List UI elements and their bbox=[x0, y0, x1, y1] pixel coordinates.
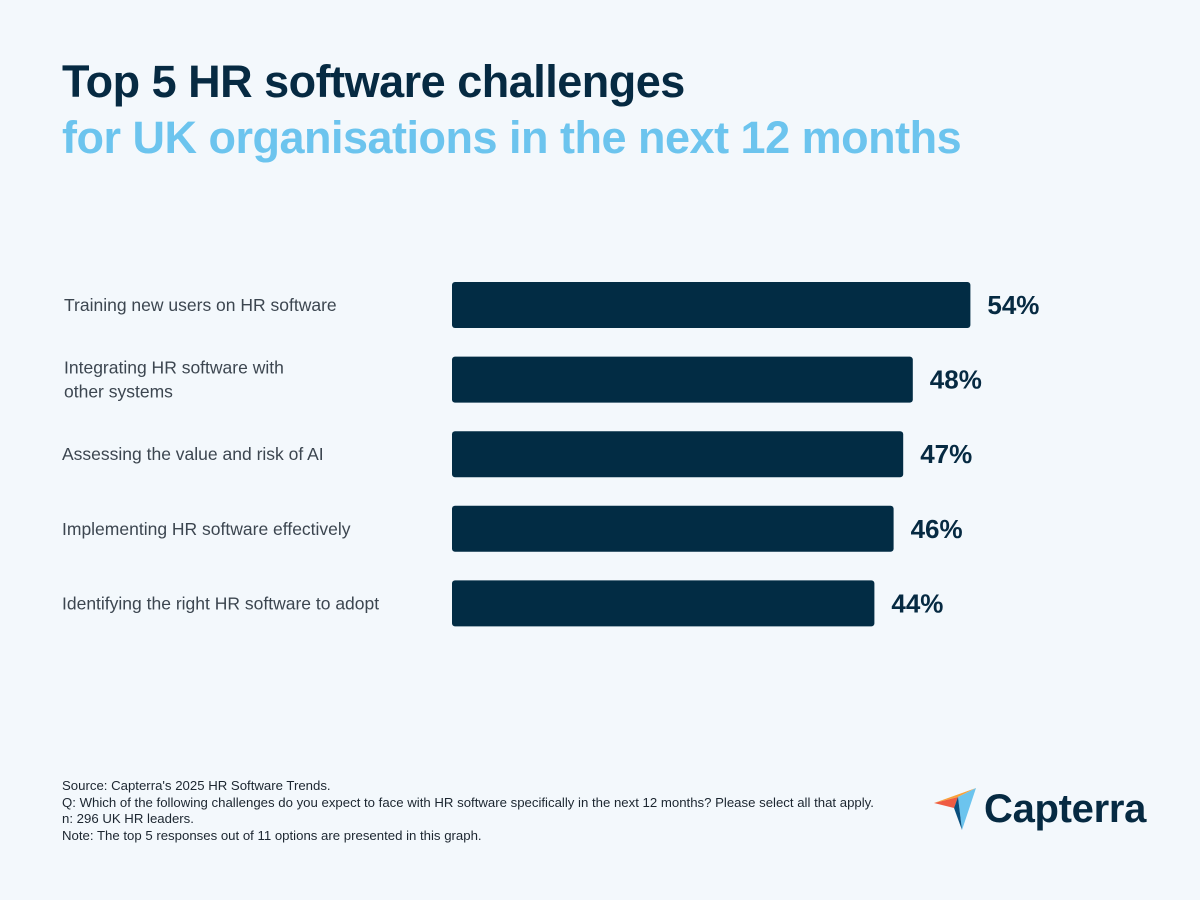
question-note: Q: Which of the following challenges do … bbox=[62, 794, 874, 810]
capterra-logo-text: Capterra bbox=[984, 786, 1147, 831]
category-label-3: Assessing the value and risk of AI bbox=[62, 444, 324, 464]
category-label-1: Training new users on HR software bbox=[64, 295, 337, 315]
value-label-4: 46% bbox=[911, 514, 963, 544]
value-label-5: 44% bbox=[891, 588, 943, 618]
capterra-logo: Capterra bbox=[932, 786, 1146, 832]
source-note: Source: Capterra's 2025 HR Software Tren… bbox=[62, 778, 331, 793]
bar-1 bbox=[452, 282, 971, 328]
value-label-1: 54% bbox=[987, 290, 1039, 320]
bar-4 bbox=[452, 505, 894, 552]
category-label-4: Implementing HR software effectively bbox=[62, 519, 351, 539]
bar-5 bbox=[452, 580, 875, 627]
category-label-2: Integrating HR software with other system… bbox=[64, 358, 284, 402]
sample-size-note: n: 296 UK HR leaders. bbox=[62, 811, 194, 826]
chart-subtitle: for UK organisations in the next 12 mont… bbox=[62, 112, 962, 163]
chart-title: Top 5 HR software challenges bbox=[62, 56, 685, 107]
category-label-5: Identifying the right HR software to ado… bbox=[62, 593, 379, 613]
value-label-3: 47% bbox=[920, 439, 972, 469]
value-label-2: 48% bbox=[930, 365, 982, 395]
bar-2 bbox=[452, 356, 913, 403]
bar-3 bbox=[452, 431, 904, 478]
footnotes: Source: Capterra's 2025 HR Software Tren… bbox=[62, 778, 912, 844]
capterra-logo-icon bbox=[934, 788, 976, 830]
top5-note: Note: The top 5 responses out of 11 opti… bbox=[62, 827, 482, 843]
